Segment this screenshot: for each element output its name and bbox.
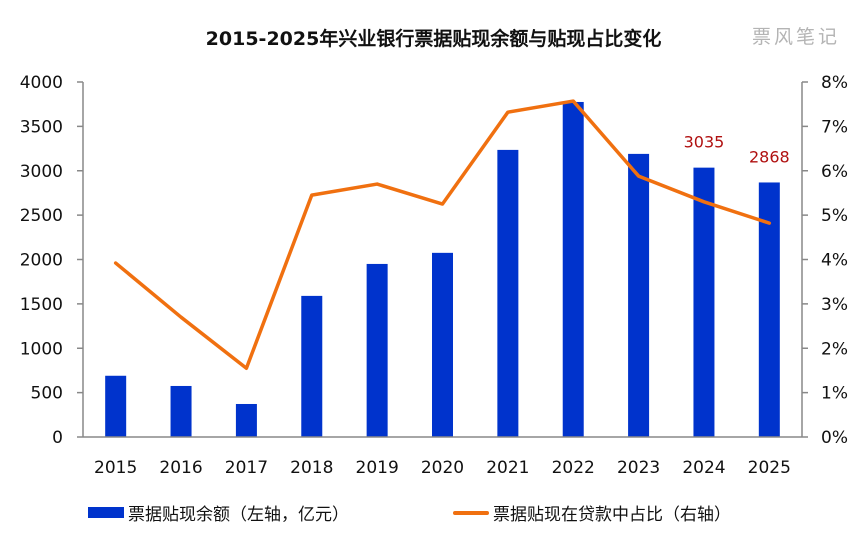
right-tick-label: 5% (821, 206, 848, 226)
bar-2021 (497, 149, 519, 438)
right-tick-label: 2% (821, 339, 848, 359)
left-tick-label: 3000 (20, 162, 63, 182)
legend: 票据贴现余额（左轴，亿元） 票据贴现在贷款中占比（右轴） (88, 500, 808, 530)
bar-2024 (693, 167, 715, 438)
right-tick-label: 8% (821, 73, 848, 93)
left-tick-label: 2000 (20, 251, 63, 271)
x-tick-label: 2024 (682, 458, 725, 478)
left-tick-label: 1500 (20, 295, 63, 315)
chart-title: 2015-2025年兴业银行票据贴现余额与贴现占比变化 (205, 28, 662, 50)
bar-2015 (105, 375, 127, 437)
x-tick-label: 2015 (94, 458, 137, 478)
legend-swatch-bar (88, 507, 124, 518)
legend-swatch-line (453, 510, 489, 515)
x-tick-label: 2017 (225, 458, 268, 478)
x-tick-label: 2018 (290, 458, 333, 478)
bar-2016 (170, 385, 192, 437)
bar-2018 (301, 295, 323, 437)
watermark: 票风笔记 (752, 26, 841, 48)
right-tick-label: 0% (821, 428, 848, 448)
left-tick-label: 4000 (20, 73, 63, 93)
left-tick-label: 2500 (20, 206, 63, 226)
x-tick-label: 2019 (356, 458, 399, 478)
left-tick-label: 3500 (20, 117, 63, 137)
legend-item-bar: 票据贴现余额（左轴，亿元） (88, 500, 349, 525)
x-tick-label: 2020 (421, 458, 464, 478)
x-tick-label: 2022 (552, 458, 595, 478)
bar-2023 (628, 153, 650, 437)
x-tick-label: 2021 (486, 458, 529, 478)
legend-label-bar: 票据贴现余额（左轴，亿元） (128, 505, 349, 525)
bar-2025 (758, 182, 780, 437)
right-tick-label: 6% (821, 162, 848, 182)
left-tick-label: 500 (31, 384, 63, 404)
right-tick-label: 1% (821, 384, 848, 404)
bar-2019 (366, 263, 388, 437)
legend-label-line: 票据贴现在贷款中占比（右轴） (493, 505, 731, 525)
x-tick-label: 2025 (748, 458, 791, 478)
x-tick-label: 2016 (159, 458, 202, 478)
left-tick-label: 1000 (20, 339, 63, 359)
bar-2022 (562, 101, 584, 437)
right-tick-label: 7% (821, 117, 848, 137)
data-label-2024: 3035 (684, 133, 725, 152)
right-tick-label: 4% (821, 251, 848, 271)
right-tick-label: 3% (821, 295, 848, 315)
bar-2017 (235, 403, 257, 437)
x-tick-label: 2023 (617, 458, 660, 478)
data-label-2025: 2868 (749, 147, 790, 166)
legend-item-line: 票据贴现在贷款中占比（右轴） (453, 500, 731, 525)
bar-2020 (432, 252, 453, 437)
left-tick-label: 0 (52, 428, 63, 448)
